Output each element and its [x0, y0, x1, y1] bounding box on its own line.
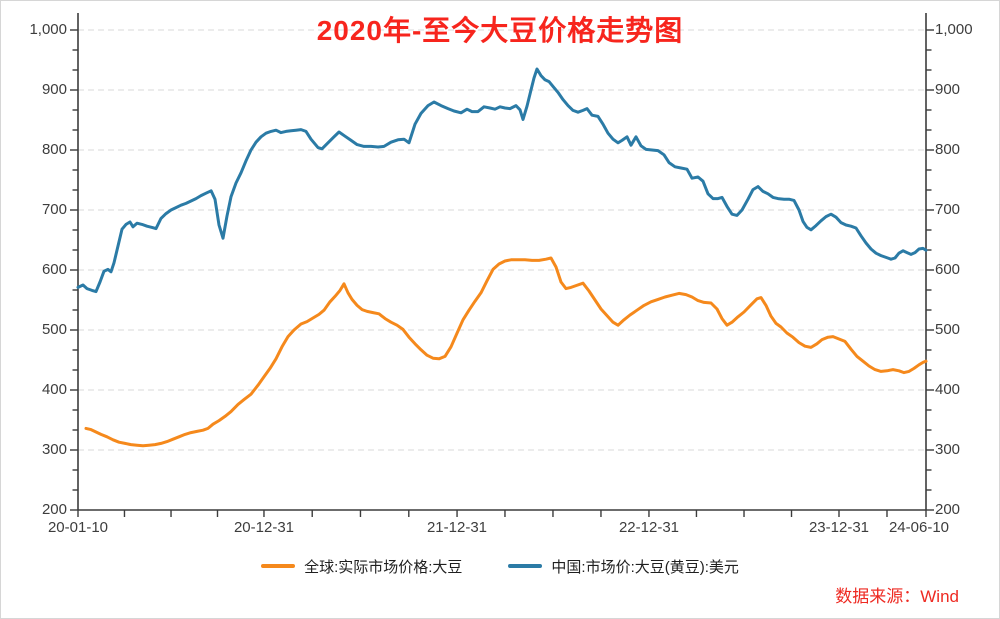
- y-axis-tick-label: 1,000: [935, 21, 973, 38]
- legend-label-china: 中国:市场价:大豆(黄豆):美元: [551, 558, 739, 576]
- legend-item-global: 全球:实际市场价格:大豆: [261, 556, 462, 577]
- y-axis-tick-label: 700: [935, 201, 961, 218]
- series-line-global: [84, 256, 928, 448]
- y-axis-tick-label: 400: [41, 381, 67, 398]
- y-axis-tick-label: 400: [935, 381, 961, 398]
- y-axis-tick-label: 1,000: [29, 21, 67, 38]
- legend-line-swatch-global: [261, 564, 296, 568]
- series-line-china: [76, 67, 928, 294]
- y-axis-tick-label: 900: [935, 81, 961, 98]
- y-axis-tick-label: 300: [935, 441, 961, 458]
- y-axis-tick-label: 500: [41, 321, 67, 338]
- page-title: 2020年-至今大豆价格走势图: [316, 15, 684, 46]
- legend-line-swatch-china: [508, 564, 543, 568]
- y-axis-tick-label: 500: [935, 321, 961, 338]
- y-axis-tick-label: 900: [41, 81, 67, 98]
- gridlines: [78, 29, 926, 451]
- legend-label-global: 全球:实际市场价格:大豆: [304, 558, 463, 576]
- legend: 全球:实际市场价格:大豆 中国:市场价:大豆(黄豆):美元: [1, 554, 999, 578]
- y-axis-tick-label: 200: [935, 501, 961, 518]
- y-axis-tick-label: 600: [935, 261, 961, 278]
- legend-item-china: 中国:市场价:大豆(黄豆):美元: [508, 556, 739, 577]
- y-axis-tick-label: 300: [41, 441, 67, 458]
- x-axis-tick-label: 24-06-10: [888, 519, 950, 536]
- x-axis-tick-label: 20-12-31: [233, 519, 295, 536]
- y-axis-tick-label: 600: [41, 261, 67, 278]
- x-axis-tick-label: 21-12-31: [426, 519, 488, 536]
- y-axis-tick-label: 200: [41, 501, 67, 518]
- x-axis-tick-label: 20-01-10: [47, 519, 109, 536]
- x-axis-tick-label: 23-12-31: [808, 519, 870, 536]
- y-axis-tick-label: 800: [41, 141, 67, 158]
- axis-lines: [77, 13, 927, 511]
- axis-ticks: [70, 29, 934, 517]
- x-axis-tick-label: 22-12-31: [618, 519, 680, 536]
- y-axis-tick-label: 800: [935, 141, 961, 158]
- y-axis-tick-label: 700: [41, 201, 67, 218]
- data-source-note: 数据来源：Wind: [835, 587, 959, 606]
